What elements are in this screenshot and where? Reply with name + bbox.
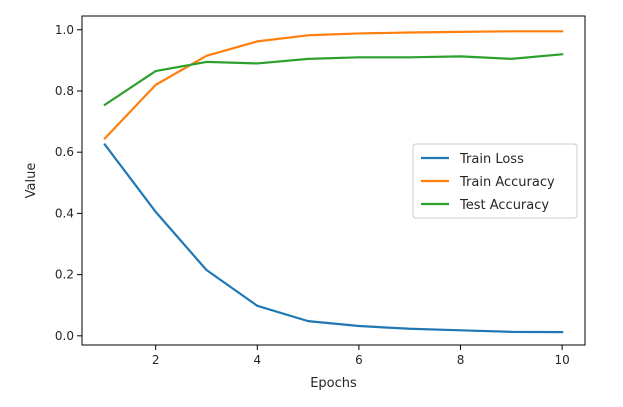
x-axis-label: Epochs: [310, 376, 357, 391]
y-tick-label: 1.0: [55, 23, 74, 37]
series-line-2: [103, 30, 564, 140]
x-tick-label: 8: [457, 353, 465, 367]
y-tick-label: 0.2: [55, 268, 74, 282]
x-tick-label: 6: [355, 353, 363, 367]
y-tick-label: 0.8: [55, 84, 74, 98]
series-line-3: [103, 53, 564, 107]
legend-entry-1: Train Loss: [459, 152, 524, 167]
legend-entry-3: Test Accuracy: [459, 198, 549, 213]
x-tick-label: 2: [152, 353, 160, 367]
legend-box: [412, 143, 578, 219]
legend-entry-2: Train Accuracy: [459, 175, 555, 190]
x-tick-label: 4: [253, 353, 261, 367]
y-tick-label: 0.4: [55, 206, 74, 220]
plot-frame: [81, 15, 586, 346]
axes-layer: 2 4 6 8 10 0.0 0.2 0.4 0.6 0.8 1.0: [55, 15, 586, 367]
y-tick-label: 0.6: [55, 145, 74, 159]
y-tick-label: 0.0: [55, 329, 74, 343]
legend: Train Loss Train Accuracy Test Accuracy: [412, 143, 578, 219]
series-layer: [103, 30, 564, 334]
x-tick-label: 10: [554, 353, 569, 367]
y-axis-label: Value: [24, 163, 39, 199]
series-line-1: [103, 142, 564, 334]
